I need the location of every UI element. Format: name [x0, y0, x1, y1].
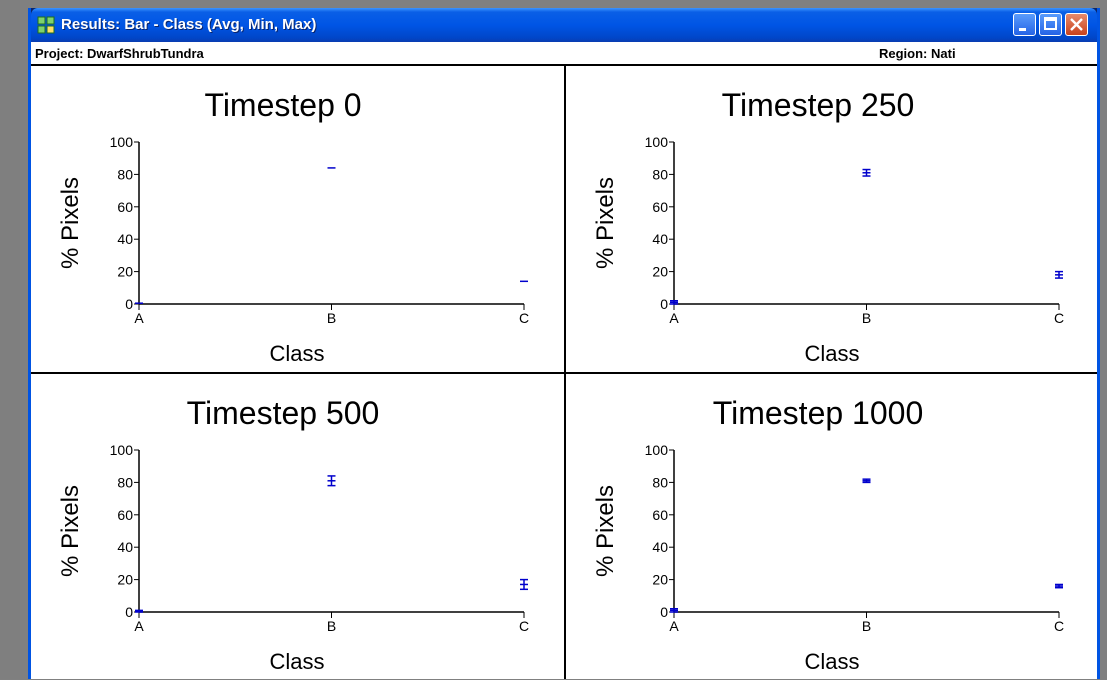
- desktop-background: [0, 0, 20, 679]
- x-axis-label: Class: [804, 649, 859, 674]
- y-tick-label: 40: [652, 231, 668, 247]
- y-tick-label: 100: [110, 442, 134, 458]
- y-axis-label: % Pixels: [592, 177, 619, 269]
- title-bar[interactable]: Results: Bar - Class (Avg, Min, Max): [31, 8, 1097, 42]
- x-tick-label: C: [1054, 618, 1064, 634]
- y-tick-label: 80: [117, 474, 133, 490]
- x-axis-label: Class: [269, 649, 324, 674]
- y-tick-label: 0: [660, 604, 668, 620]
- y-axis-label: % Pixels: [592, 485, 619, 577]
- x-tick-label: B: [327, 618, 336, 634]
- y-tick-label: 60: [117, 507, 133, 523]
- x-axis-label: Class: [269, 341, 324, 366]
- close-button[interactable]: [1065, 13, 1088, 36]
- close-icon: [1070, 18, 1083, 31]
- y-tick-label: 20: [117, 572, 133, 588]
- x-tick-label: B: [862, 310, 871, 326]
- y-tick-label: 80: [652, 474, 668, 490]
- x-tick-label: A: [669, 618, 679, 634]
- app-grid-icon: [37, 16, 55, 34]
- window-title: Results: Bar - Class (Avg, Min, Max): [61, 16, 317, 33]
- chart-panel-3: Timestep 500 % Pixels Class 0 20 40 60 80 100 A B C: [31, 374, 564, 680]
- y-tick-label: 20: [652, 264, 668, 280]
- chart-title: Timestep 500: [187, 395, 380, 431]
- y-tick-label: 100: [645, 134, 669, 150]
- y-tick-label: 60: [117, 199, 133, 215]
- y-tick-label: 100: [645, 442, 669, 458]
- y-tick-label: 80: [652, 166, 668, 182]
- chart-timestep-0: Timestep 0 % Pixels Class 0 20 40 60 80 100 A B C: [57, 87, 529, 366]
- y-tick-label: 0: [125, 296, 133, 312]
- y-tick-label: 0: [660, 296, 668, 312]
- y-tick-label: 20: [117, 264, 133, 280]
- minimize-button[interactable]: [1013, 13, 1036, 36]
- x-tick-label: C: [519, 618, 529, 634]
- chart-panel-2: Timestep 250 % Pixels Class 0 20 40 60 80 100 A B C: [566, 66, 1099, 372]
- chart-timestep-1000: Timestep 1000 % Pixels Class 0 20 40 60 80 100 A B…: [592, 395, 1064, 674]
- y-tick-label: 60: [652, 199, 668, 215]
- y-tick-label: 0: [125, 604, 133, 620]
- x-tick-label: C: [1054, 310, 1064, 326]
- chart-grid: Timestep 0 % Pixels Class 0 20 40 60 80 100 A B C T…: [31, 66, 1097, 679]
- y-tick-label: 40: [652, 539, 668, 555]
- panel-divider-horizontal: [31, 372, 1097, 374]
- chart-timestep-250: Timestep 250 % Pixels Class 0 20 40 60 80 100 A B C: [592, 87, 1064, 366]
- y-tick-label: 80: [117, 166, 133, 182]
- x-tick-label: B: [862, 618, 871, 634]
- y-tick-label: 100: [110, 134, 134, 150]
- y-tick-label: 20: [652, 572, 668, 588]
- maximize-icon: [1044, 17, 1057, 30]
- chart-timestep-500: Timestep 500 % Pixels Class 0 20 40 60 80 100 A B C: [57, 395, 529, 674]
- project-label: Project: DwarfShrubTundra: [35, 46, 204, 61]
- chart-title: Timestep 0: [204, 87, 361, 123]
- maximize-button[interactable]: [1039, 13, 1062, 36]
- y-axis-label: % Pixels: [57, 485, 84, 577]
- minimize-icon: [1019, 28, 1026, 31]
- chart-panel-4: Timestep 1000 % Pixels Class 0 20 40 60 80 100 A B…: [566, 374, 1099, 680]
- chart-panel-1: Timestep 0 % Pixels Class 0 20 40 60 80 100 A B C: [31, 66, 564, 372]
- results-window: Results: Bar - Class (Avg, Min, Max) Pro…: [28, 8, 1100, 679]
- results-content: Project: DwarfShrubTundra Region: Nati T…: [31, 42, 1097, 679]
- y-tick-label: 40: [117, 231, 133, 247]
- chart-title: Timestep 1000: [713, 395, 923, 431]
- x-tick-label: A: [134, 618, 144, 634]
- x-tick-label: A: [134, 310, 144, 326]
- y-tick-label: 60: [652, 507, 668, 523]
- x-axis-label: Class: [804, 341, 859, 366]
- y-tick-label: 40: [117, 539, 133, 555]
- x-tick-label: A: [669, 310, 679, 326]
- x-tick-label: C: [519, 310, 529, 326]
- y-axis-label: % Pixels: [57, 177, 84, 269]
- region-label: Region: Nati: [879, 46, 956, 61]
- info-bar: Project: DwarfShrubTundra Region: Nati: [31, 42, 1097, 66]
- chart-title: Timestep 250: [722, 87, 915, 123]
- x-tick-label: B: [327, 310, 336, 326]
